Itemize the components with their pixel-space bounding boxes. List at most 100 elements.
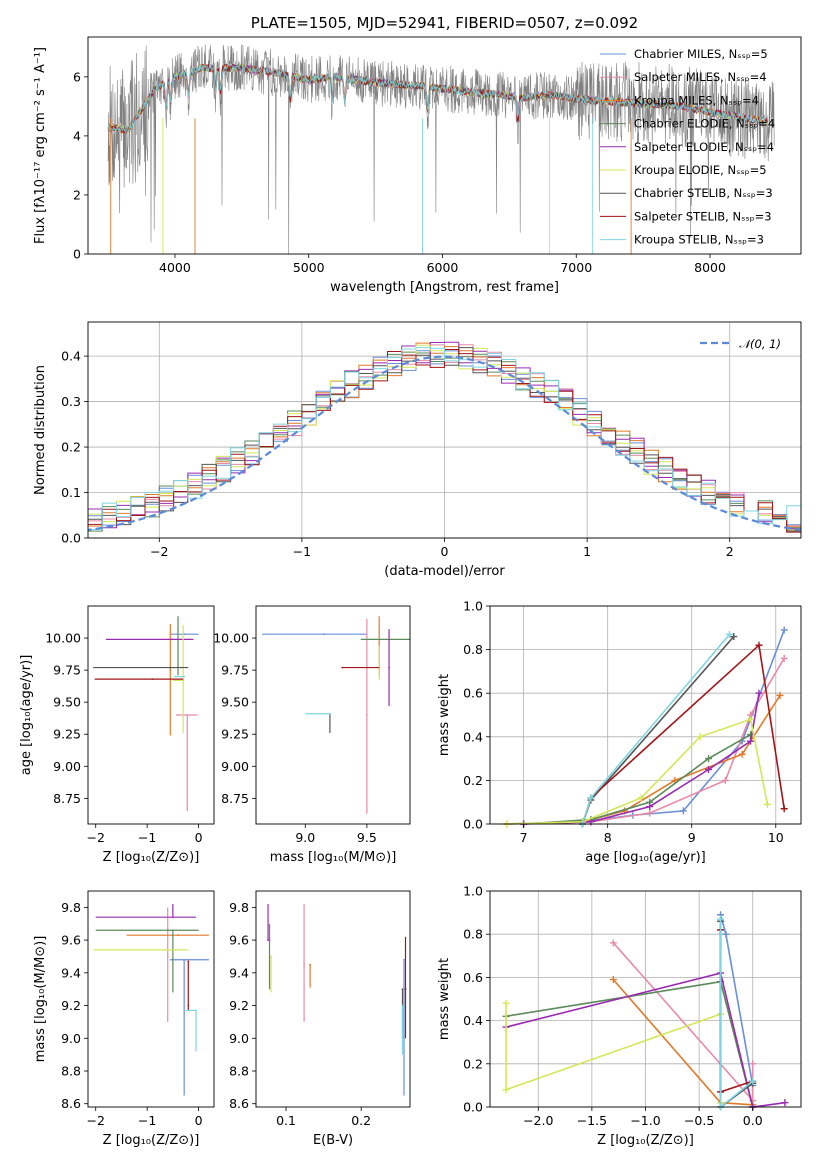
data-point: [171, 916, 174, 919]
x-tick-label: 7000: [560, 260, 592, 275]
y-tick-label: 1.0: [463, 884, 483, 899]
x-tick-label: −1: [138, 830, 156, 845]
y-tick-label: 9.8: [229, 900, 249, 915]
y-axis-label: age [log₁₀(age/yr)]: [19, 655, 34, 776]
data-point: [268, 939, 271, 941]
plus-marker: [609, 976, 617, 984]
x-tick-label: 1: [583, 544, 591, 559]
x-tick-label: −1: [138, 1113, 156, 1128]
y-tick-label: 6: [73, 69, 81, 84]
axes-frame: [255, 605, 411, 825]
data-point: [187, 960, 190, 963]
x-axis-label: Z [log₁₀(Z/Z⊙)]: [103, 850, 200, 865]
plus-marker: [755, 641, 763, 649]
plot-area: [88, 341, 801, 536]
y-axis-label: Normed distribution: [33, 365, 48, 495]
x-axis-label: Z [log₁₀(Z/Z⊙)]: [103, 1133, 200, 1148]
plot-area: [107, 44, 775, 254]
plus-marker: [587, 794, 595, 802]
plus-marker: [609, 939, 617, 947]
y-tick-label: 4: [73, 128, 81, 143]
plus-marker: [755, 689, 763, 697]
y-tick-label: 9.4: [229, 965, 249, 980]
plus-marker: [705, 755, 713, 763]
x-tick-label: 9.0: [295, 830, 315, 845]
y-tick-label: 9.2: [61, 998, 81, 1013]
plus-marker: [717, 915, 725, 923]
data-point: [372, 638, 374, 641]
y-tick-label: 8.8: [61, 1064, 81, 1079]
y-tick-label: 9.2: [229, 998, 249, 1013]
y-tick-label: 10.00: [45, 631, 81, 646]
x-tick-label: −1.5: [577, 1113, 607, 1128]
x-tick-label: 8: [604, 830, 612, 845]
data-point: [403, 958, 405, 961]
x-tick-label: 9: [688, 830, 696, 845]
y-tick-label: 0: [73, 247, 81, 262]
data-point: [365, 714, 368, 716]
plus-marker: [780, 654, 788, 662]
y-tick-label: 9.25: [221, 727, 249, 742]
x-tick-label: 0.0: [743, 1113, 763, 1128]
weight-series-line: [719, 921, 754, 1109]
y-tick-label: 0.2: [61, 440, 81, 455]
axes-frame: [489, 605, 802, 825]
plus-marker: [763, 800, 771, 808]
x-tick-label: 6000: [427, 260, 459, 275]
data-point: [401, 988, 404, 991]
legend-entry: 𝒩(0, 1): [739, 337, 781, 351]
y-axis-label: mass weight: [437, 674, 452, 756]
y-tick-label: 0.4: [463, 729, 483, 744]
x-tick-label: −2: [86, 1113, 104, 1128]
data-point: [169, 669, 172, 672]
y-tick-label: 0.2: [463, 1056, 483, 1071]
y-tick-label: 0.8: [463, 927, 483, 942]
y-tick-label: 0.8: [463, 642, 483, 657]
data-point: [309, 963, 311, 966]
x-tick-label: 0.2: [351, 1113, 371, 1128]
plus-marker: [749, 1077, 757, 1085]
x-tick-label: 0: [441, 544, 449, 559]
data-point: [341, 666, 344, 669]
y-tick-label: 9.00: [221, 759, 249, 774]
x-tick-label: 7: [520, 830, 528, 845]
axes-frame: [87, 36, 802, 255]
x-tick-label: −2.0: [523, 1113, 553, 1128]
plus-marker: [637, 794, 645, 802]
plus-marker: [781, 1099, 789, 1107]
data-point: [303, 963, 305, 966]
y-tick-label: 1.0: [463, 599, 483, 614]
y-tick-label: 0.0: [463, 817, 483, 832]
y-tick-label: 8.6: [229, 1096, 249, 1111]
y-tick-label: 0.2: [463, 773, 483, 788]
weight-series-line: [505, 980, 754, 1108]
legend-entry: Kroupa ELODIE, Nₛₛₚ=5: [634, 163, 767, 177]
plus-marker: [646, 809, 654, 817]
y-tick-label: 9.25: [53, 727, 81, 742]
mass-vs-reddening-panel: 0.1 0.2 8.6 8.8 9.0 9.2 9.4 9.6 9.8 E(B-V): [229, 890, 411, 1148]
plus-marker: [696, 733, 704, 741]
y-tick-label: 2: [73, 187, 81, 202]
y-tick-label: 9.00: [53, 759, 81, 774]
y-tick-label: 8.8: [229, 1064, 249, 1079]
plus-marker: [776, 691, 784, 699]
y-tick-label: 0.4: [463, 1013, 483, 1028]
plus-marker: [646, 803, 654, 811]
axes-frame: [255, 890, 411, 1108]
data-point: [388, 666, 390, 669]
plus-marker: [679, 807, 687, 815]
y-tick-label: 8.75: [221, 791, 249, 806]
plus-marker: [749, 1060, 757, 1068]
axes-frame: [87, 890, 215, 1108]
data-point: [186, 714, 189, 716]
y-tick-label: 9.75: [53, 663, 81, 678]
plus-marker: [747, 715, 755, 723]
legend-entry: Chabrier MILES, Nₛₛₚ=5: [634, 47, 768, 61]
legend-entry: Chabrier ELODIE, Nₛₛₚ=4: [634, 117, 775, 131]
weight-series-line: [506, 718, 769, 825]
data-point: [329, 712, 331, 715]
plus-marker: [726, 630, 734, 638]
age-vs-mass-panel: 9.0 9.5 8.75 9.00 9.25 9.50 9.75 10.00 mass [log…: [213, 605, 411, 865]
data-point: [166, 949, 169, 951]
